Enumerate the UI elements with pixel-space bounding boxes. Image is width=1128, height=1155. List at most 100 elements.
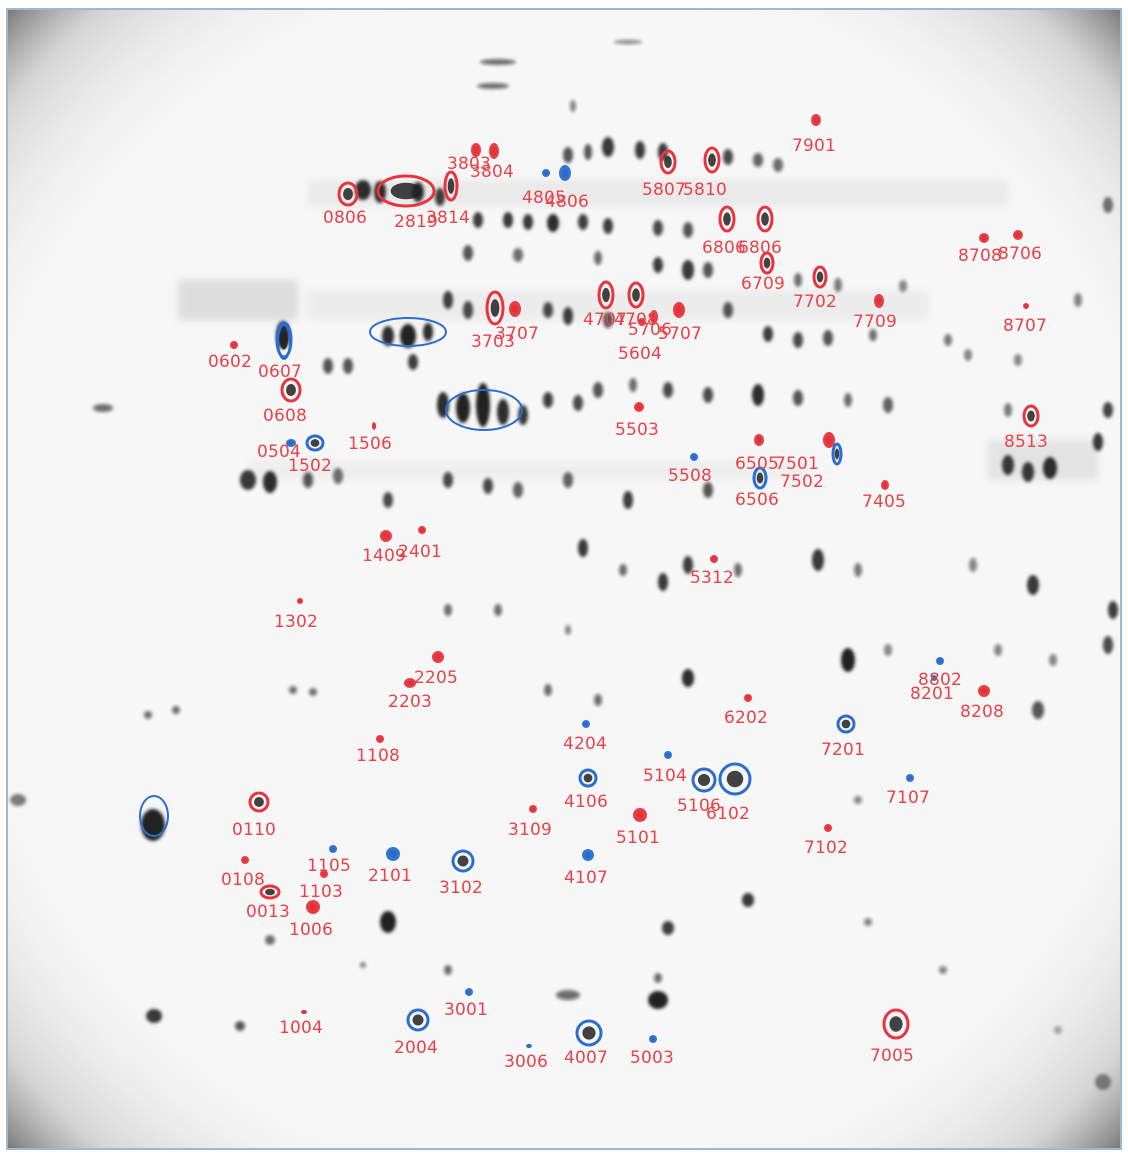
spot-marker-6506[interactable]: [752, 466, 768, 490]
spot-marker-4007[interactable]: [575, 1019, 603, 1047]
spot-marker-2203[interactable]: [404, 678, 416, 688]
spot-label: 2819: [394, 212, 439, 232]
spot-marker-8708[interactable]: [979, 233, 989, 243]
spot-marker-1103[interactable]: [320, 870, 328, 878]
spot-marker-2819[interactable]: [376, 174, 436, 208]
spot-marker-5104[interactable]: [664, 751, 672, 759]
spot-marker-4107[interactable]: [582, 849, 594, 861]
spot-label: 0602: [208, 352, 253, 372]
spot-marker-3814[interactable]: [443, 170, 459, 202]
spot-marker-7405[interactable]: [881, 480, 889, 490]
spot-marker-0108[interactable]: [241, 856, 249, 864]
spot-marker-6806[interactable]: [718, 205, 736, 233]
spot-marker-1506[interactable]: [372, 422, 376, 430]
spot-label: 8802: [918, 670, 963, 690]
spot-marker-4805[interactable]: [542, 169, 550, 177]
spot-marker-7901[interactable]: [811, 114, 821, 126]
spot-marker-5807[interactable]: [659, 149, 677, 175]
spot-marker-0504[interactable]: [286, 439, 296, 447]
spot-marker-2401[interactable]: [418, 526, 426, 534]
spot-marker-4204[interactable]: [582, 720, 590, 728]
spot-marker-1108[interactable]: [376, 735, 384, 743]
spot-label: 4805: [522, 188, 567, 208]
spot-marker-5508[interactable]: [690, 453, 698, 461]
spot-marker-7501[interactable]: [823, 432, 835, 448]
spot-marker-7702[interactable]: [812, 265, 828, 289]
spot-marker-4106[interactable]: [578, 768, 598, 788]
spot-marker-3803[interactable]: [471, 143, 481, 157]
spot-marker-3006[interactable]: [526, 1044, 532, 1048]
spot-marker-5312[interactable]: [710, 555, 718, 563]
spot-marker-7201[interactable]: [836, 714, 856, 734]
spot-marker-0608[interactable]: [280, 377, 302, 403]
spot-marker-8802[interactable]: [936, 657, 944, 665]
spot-marker-1409[interactable]: [380, 530, 392, 542]
spot-core-4007: [582, 1026, 596, 1040]
spot-marker-7102[interactable]: [824, 824, 832, 832]
spot-marker-1302[interactable]: [297, 598, 303, 604]
spot-marker-7107[interactable]: [906, 774, 914, 782]
spot-marker-3703[interactable]: [485, 290, 505, 326]
spot-label: 7201: [821, 740, 866, 760]
spot-core-2819: [390, 182, 422, 200]
spot-marker-7709[interactable]: [874, 294, 884, 308]
spot-marker-6102[interactable]: [718, 762, 752, 796]
spot-marker-1006[interactable]: [306, 900, 320, 914]
spot-marker-5503[interactable]: [634, 402, 644, 412]
spot-marker-3102[interactable]: [451, 849, 475, 873]
spot-marker-8707[interactable]: [1023, 303, 1029, 309]
spot-label: 3707: [495, 324, 540, 344]
spot-marker-7005[interactable]: [882, 1008, 910, 1040]
spot-label: 8708: [958, 246, 1003, 266]
spot-marker-4806[interactable]: [559, 165, 571, 181]
spot-marker-5101[interactable]: [633, 808, 647, 822]
spot-label: 7502: [780, 472, 825, 492]
spot-marker-0806[interactable]: [337, 181, 359, 207]
spot-marker-5707[interactable]: [673, 302, 685, 318]
spot-label: 0013: [246, 902, 291, 922]
spot-core-6806: [723, 212, 731, 226]
spot-marker-5706[interactable]: [650, 310, 658, 324]
spot-marker-7502[interactable]: [831, 442, 843, 466]
spot-marker-3109[interactable]: [529, 805, 537, 813]
spot-marker-5003[interactable]: [649, 1035, 657, 1043]
spot-marker-8706[interactable]: [1013, 230, 1023, 240]
spot-core-6806: [761, 212, 769, 226]
spot-marker-0607[interactable]: [275, 321, 293, 359]
spot-label: 5508: [668, 466, 713, 486]
spot-marker-3001[interactable]: [465, 988, 473, 996]
spot-marker-1105[interactable]: [329, 845, 337, 853]
spot-marker-4708[interactable]: [627, 281, 645, 309]
spot-marker-5810[interactable]: [703, 146, 721, 174]
spot-marker-0013[interactable]: [259, 884, 281, 900]
spot-marker-3707[interactable]: [509, 301, 521, 317]
spot-label: 0504: [257, 442, 302, 462]
spot-marker-1004[interactable]: [301, 1010, 307, 1014]
spot-marker-6202[interactable]: [744, 694, 752, 702]
spot-marker-3804[interactable]: [489, 143, 499, 159]
spot-marker-8208[interactable]: [978, 685, 990, 697]
spot-marker-0110[interactable]: [248, 791, 270, 813]
spot-marker-4707[interactable]: [597, 280, 615, 310]
spot-label: 1502: [288, 456, 333, 476]
spot-label: 0607: [258, 362, 303, 382]
spot-label: 6806: [702, 238, 747, 258]
spot-marker-6806[interactable]: [756, 205, 774, 233]
spot-marker-5106[interactable]: [691, 767, 717, 793]
spot-marker-6709[interactable]: [759, 251, 775, 275]
blue-contour-outline: [445, 389, 523, 431]
spot-marker-8201[interactable]: [931, 675, 937, 681]
spot-label: 1302: [274, 612, 319, 632]
spot-marker-1502[interactable]: [305, 434, 325, 452]
spot-label: 1006: [289, 920, 334, 940]
spot-label: 0608: [263, 406, 308, 426]
spot-label: 3102: [439, 878, 484, 898]
spot-marker-8513[interactable]: [1022, 404, 1040, 428]
spot-marker-2205[interactable]: [432, 651, 444, 663]
spot-marker-0602[interactable]: [230, 341, 238, 349]
spot-marker-5604[interactable]: [638, 318, 646, 326]
spot-marker-2101[interactable]: [386, 847, 400, 861]
spot-marker-2004[interactable]: [406, 1008, 430, 1032]
spot-label: 2203: [388, 692, 433, 712]
spot-marker-6505[interactable]: [754, 434, 764, 446]
